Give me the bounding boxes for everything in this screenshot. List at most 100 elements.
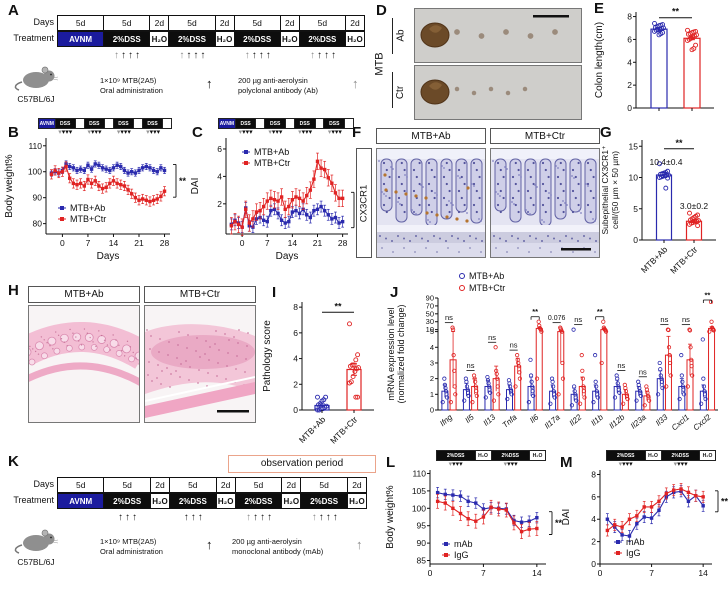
timeline-days-row: 5d 5d 2d 5d 2d 5d 2d 5d 2d [57,15,366,31]
svg-text:2: 2 [430,374,434,383]
svg-text:**: ** [672,7,680,17]
svg-text:0: 0 [627,103,632,113]
svg-text:4: 4 [217,171,222,181]
svg-text:0: 0 [293,405,298,415]
svg-text:Il12b: Il12b [607,412,626,430]
svg-text:**: ** [179,176,187,186]
timeline-segment: DSS [141,119,163,128]
svg-text:105: 105 [412,486,426,496]
svg-text:MTB+Ab: MTB+Ab [297,414,328,445]
svg-text:DAI: DAI [561,509,572,526]
he-image-ctr [144,305,256,423]
svg-text:**: ** [334,301,342,311]
svg-text:8: 8 [627,12,632,22]
svg-text:Days: Days [97,251,120,262]
svg-text:Subepithelial CX3CR1⁺: Subepithelial CX3CR1⁺ [600,145,610,235]
svg-text:21: 21 [134,238,144,248]
panel-label-i: I [272,284,277,301]
svg-text:28: 28 [160,238,170,248]
svg-text:7: 7 [265,238,270,248]
gray-arrow-icon: ↑ [352,76,359,91]
divider [392,72,393,108]
row-label-ab: Ab [395,29,407,42]
svg-text:7: 7 [86,238,91,248]
timeline-segment: DSS [83,119,104,128]
svg-text:DAI: DAI [190,178,201,195]
svg-text:85: 85 [417,556,427,566]
observation-period-box: observation period [228,455,376,473]
group-label-mtb: MTB [374,52,387,76]
black-arrow-icon: ↑ [206,76,213,91]
svg-text:Il6: Il6 [528,412,541,425]
svg-text:6: 6 [627,34,632,44]
svg-text:Colon length(cm): Colon length(cm) [594,22,605,98]
svg-text:MTB+Ab: MTB+Ab [469,271,504,281]
timeline-segment [104,119,113,128]
timeline-segment: H₂O [699,451,715,460]
svg-text:Days: Days [276,251,299,262]
svg-text:4: 4 [430,343,434,352]
panel-label-g: G [600,124,612,141]
treatment-caption: Treatment [13,33,54,43]
svg-text:0: 0 [60,238,65,248]
timeline-days-row: 5d 5d 2d 5d 2d 5d 2d 5d 2d [57,477,368,493]
timeline-segment [133,119,142,128]
panel-h-he-histology: H MTB+Ab MTB+Ctr [0,268,258,434]
timeline-segment: 2%DSS [607,451,645,460]
svg-text:21: 21 [313,238,323,248]
svg-text:2: 2 [627,80,632,90]
svg-text:mAb: mAb [454,539,473,549]
svg-text:14: 14 [698,568,708,578]
svg-text:10.4±0.4: 10.4±0.4 [649,157,682,167]
svg-text:**: ** [705,291,711,300]
treatment-timeline-mini: AVNM DSS DSS DSS DSS [38,118,172,129]
ihc-image-ab [376,148,486,258]
mtb-dose-note: 1×10⁹ MTB(2A5) Oral administration [100,537,163,556]
timeline-segment [344,119,353,128]
column-header-mtb-ctr: MTB+Ctr [490,128,600,144]
panel-label-j: J [390,284,399,301]
svg-text:8: 8 [293,302,298,312]
timeline-segment: H₂O [529,451,545,460]
timeline-segment [255,119,265,128]
stain-label-cx3cr1: CX3CR1 [356,148,372,258]
timeline-segment: 2%DSS [490,451,529,460]
mouse-strain-label: C57BL/6J [17,557,55,567]
svg-text:100: 100 [412,503,426,513]
svg-text:8: 8 [591,469,596,479]
svg-text:**: ** [675,138,683,148]
timeline-segment [314,119,324,128]
panel-f-cx3cr1-staining: F MTB+Ab MTB+Ctr CX3CR1 [350,124,602,266]
days-caption: Days [33,479,54,489]
timeline-segment: H₂O [644,451,661,460]
svg-text:10: 10 [629,173,639,183]
timeline-dose-arrows: ↑ ↑ ↑ ↑ ↑ ↑ ↑ ↑ ↑ ↑ ↑ ↑ ↑ ↑ [117,512,338,523]
svg-text:IgG: IgG [626,548,641,558]
svg-text:0: 0 [240,238,245,248]
svg-text:5: 5 [430,327,434,336]
svg-text:30: 30 [426,317,434,326]
svg-text:4: 4 [293,354,298,364]
panel-j-mrna-expression: J 0 1 2 3 4 5 10 30 50 70 90 mRNA expression level(… [384,262,728,444]
panel-l-body-weight-mab: L 2%DSS H₂O 2%DSS H₂O ▾ ▾ ▾ ▾ ▾ ▾ ▾ ▾ 85 90 95 100 105… [384,446,563,595]
svg-text:6: 6 [293,328,298,338]
svg-text:**: ** [532,307,538,316]
svg-text:MTB+Ctr: MTB+Ctr [254,158,290,168]
timeline-segment: 2%DSS [660,451,699,460]
panel-label-e: E [594,0,605,17]
svg-text:MTB+Ctr: MTB+Ctr [70,214,106,224]
svg-text:14: 14 [109,238,119,248]
svg-text:2: 2 [591,537,596,547]
body-weight-line-chart: 80 90 100 110 0 7 14 21 28 Body weight% Days MTB+Ab… [4,138,187,262]
svg-text:0.076: 0.076 [548,315,566,322]
treatment-caption: Treatment [13,495,54,505]
svg-text:ns: ns [682,315,690,324]
mouse-icon [14,66,58,91]
panel-label-c: C [192,124,203,141]
svg-text:Cxcl2: Cxcl2 [691,412,713,432]
treatment-timeline-mini: 2%DSS H₂O 2%DSS H₂O [436,450,546,461]
colon-length-bar-chart: 0 2 4 6 8 Colon length(cm) ** [594,7,714,113]
